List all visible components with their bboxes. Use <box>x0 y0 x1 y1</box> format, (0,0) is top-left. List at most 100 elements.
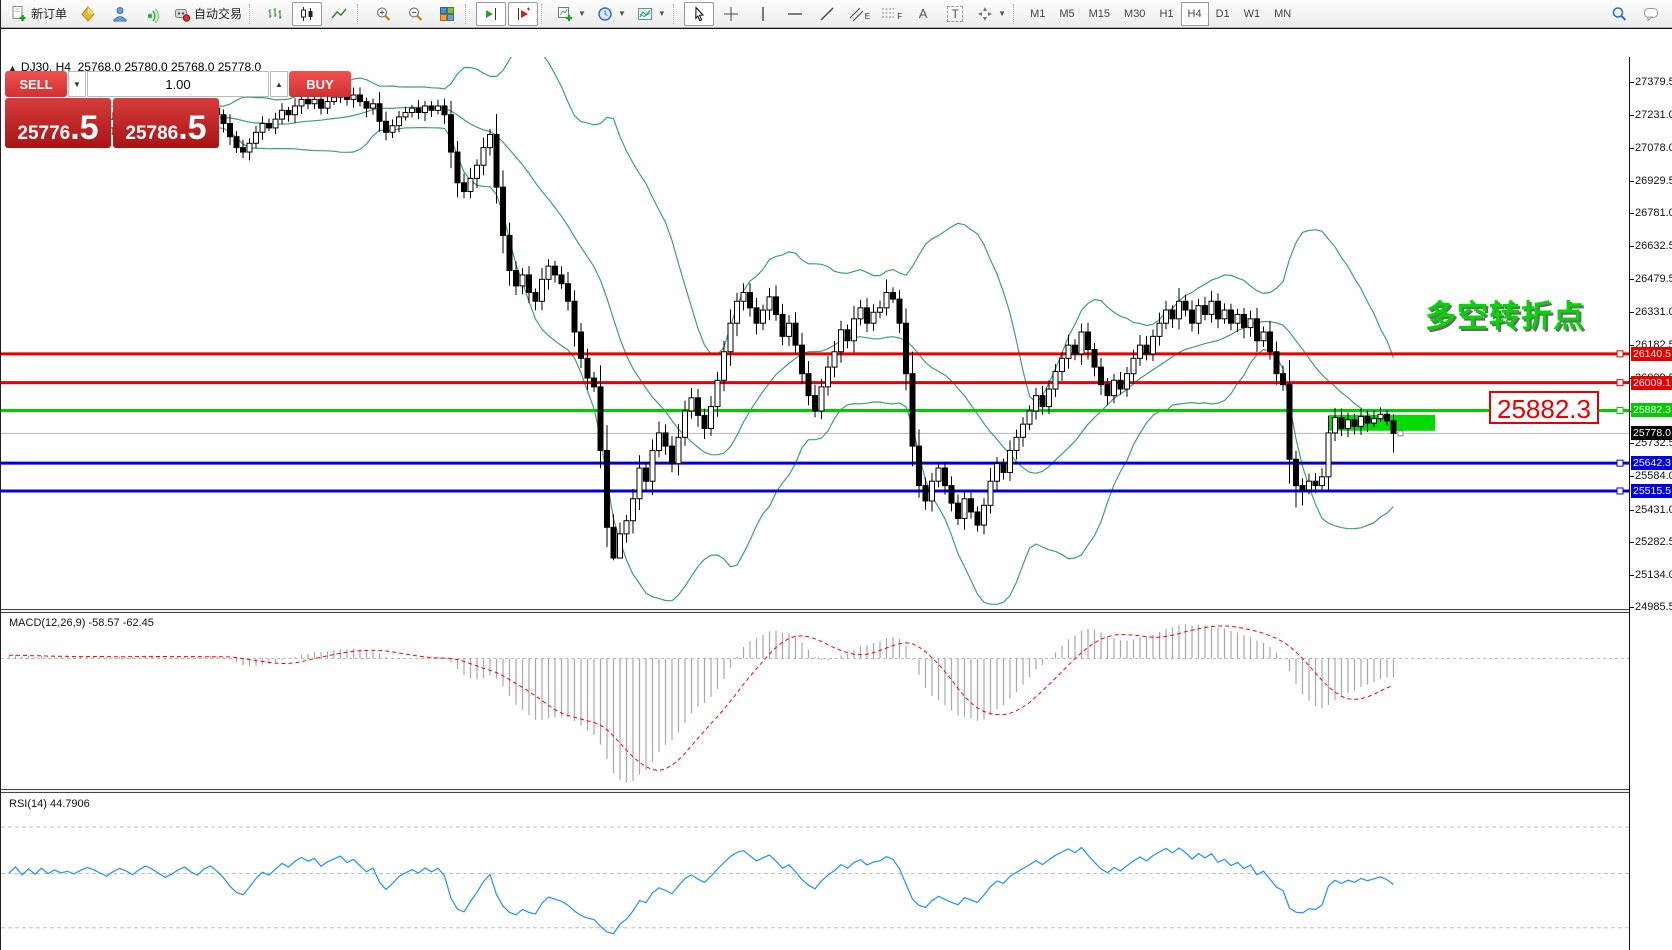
line-handle[interactable] <box>1616 406 1624 414</box>
chart-title: ▲ DJ30, H4 25768.0 25780.0 25768.0 25778.… <box>8 60 261 74</box>
fibonacci-tool-button[interactable]: F <box>876 2 906 26</box>
timeframe-M5[interactable]: M5 <box>1059 7 1075 20</box>
rsi-indicator-label: RSI(14) 44.7906 <box>9 798 90 810</box>
new-chart-icon <box>558 6 573 21</box>
price-badge-25882.3: 25882.3 <box>1631 403 1672 417</box>
cursor-icon <box>695 5 704 21</box>
buy-price-display[interactable]: 25786.5 <box>113 98 219 148</box>
profiles-button[interactable]: ▼ <box>592 2 630 26</box>
fibonacci-icon <box>882 8 895 17</box>
auto-scroll-button[interactable] <box>476 1 507 26</box>
price-tick-mark <box>1630 148 1634 149</box>
volume-input[interactable] <box>87 71 269 97</box>
search-icon <box>1612 6 1627 21</box>
timeframe-D1[interactable]: D1 <box>1215 7 1230 20</box>
channel-tool-button[interactable]: E <box>844 2 874 26</box>
bar-chart-button[interactable] <box>260 2 290 26</box>
turning-point-annotation[interactable]: 多空转折点 <box>1425 299 1585 334</box>
price-callout-box[interactable]: 25882.3 <box>1489 391 1599 424</box>
horizontal-line-tool-button[interactable] <box>780 2 810 26</box>
toolbar-separator <box>1013 3 1021 24</box>
new-chart-button[interactable]: ▼ <box>552 2 590 26</box>
timeframe-W1[interactable]: W1 <box>1243 7 1261 20</box>
volume-increase-button[interactable]: ▲ <box>270 71 288 97</box>
timeframe-H4[interactable]: H4 <box>1180 1 1209 26</box>
timeframe-H1[interactable]: H1 <box>1159 7 1174 20</box>
price-tick-mark <box>1630 575 1634 576</box>
chart-shift-button[interactable] <box>508 1 539 26</box>
channel-icon <box>849 7 864 21</box>
search-button[interactable] <box>1604 2 1634 26</box>
dropdown-caret: ▼ <box>657 9 666 18</box>
line-handle[interactable] <box>1616 459 1624 467</box>
sell-button[interactable]: SELL <box>5 71 67 97</box>
indicators-button[interactable]: ▼ <box>632 2 670 26</box>
line-handle[interactable] <box>1616 379 1624 387</box>
chart-shift-icon <box>518 7 531 20</box>
crosshair-tool-button[interactable] <box>716 2 746 26</box>
text-tool-button[interactable]: A <box>908 2 938 26</box>
price-chart-pane[interactable] <box>1 57 1629 609</box>
metaeditor-button[interactable] <box>73 2 103 26</box>
text-tool-label: A <box>918 6 928 21</box>
vertical-line-tool-button[interactable] <box>748 2 778 26</box>
collapse-panel-arrow[interactable]: ▲ <box>8 63 17 73</box>
timeframe-M15[interactable]: M15 <box>1088 7 1111 20</box>
toolbar: 新订单 自动交易 <box>1 0 1672 28</box>
buy-price-main: 25786 <box>125 123 179 144</box>
buy-price-frac: .5 <box>178 109 207 148</box>
rsi-pane[interactable] <box>1 793 1629 950</box>
clock-icon <box>598 6 612 21</box>
autotrading-icon <box>175 8 191 22</box>
market-button[interactable] <box>105 2 135 26</box>
price-tick-mark <box>1630 542 1634 543</box>
vertical-line-icon <box>762 6 764 21</box>
candlestick-series <box>58 86 1397 561</box>
bollinger-bands[interactable] <box>15 57 1395 605</box>
chat-button[interactable] <box>1636 2 1666 26</box>
line-handle[interactable] <box>1616 350 1624 358</box>
chart-window: 27379.5 27231.0 27078.0 26929.5 26781.0 26632… <box>1 28 1672 950</box>
price-tick-mark <box>1630 181 1634 182</box>
signals-button[interactable] <box>137 2 167 26</box>
price-tick-label: 26632.5 <box>1635 240 1672 252</box>
pane-splitter[interactable] <box>1 609 1672 613</box>
zoom-in-icon <box>377 7 391 21</box>
price-badge-26009.1: 26009.1 <box>1631 376 1672 390</box>
price-axis[interactable]: 27379.5 27231.0 27078.0 26929.5 26781.0 26632… <box>1629 57 1672 950</box>
price-badge-25642.3: 25642.3 <box>1631 456 1672 470</box>
bar-chart-icon <box>268 7 282 19</box>
zoom-in-button[interactable] <box>368 2 398 26</box>
sell-price-display[interactable]: 25776.5 <box>5 98 111 148</box>
timeframe-M30[interactable]: M30 <box>1124 7 1146 20</box>
line-handle[interactable] <box>1616 487 1624 495</box>
zoom-out-button[interactable] <box>400 2 430 26</box>
pane-splitter[interactable] <box>1 789 1672 793</box>
signal-icon <box>147 8 160 23</box>
indicators-icon <box>637 7 652 20</box>
price-tick-mark <box>1630 213 1634 214</box>
arrows-tool-button[interactable]: ▼ <box>972 2 1010 26</box>
new-order-button[interactable]: 新订单 <box>6 2 71 26</box>
text-label-tool-button[interactable]: T <box>940 2 970 26</box>
price-tick-mark <box>1630 246 1634 247</box>
dropdown-caret: ▼ <box>617 9 626 18</box>
price-tick-mark <box>1630 312 1634 313</box>
price-tick-label: 27231.0 <box>1635 109 1672 121</box>
price-tick-label: 27078.0 <box>1635 142 1672 154</box>
macd-pane[interactable] <box>1 613 1629 789</box>
dropdown-caret: ▼ <box>578 9 586 18</box>
timeframe-MN[interactable]: MN <box>1274 7 1292 20</box>
toolbar-separator <box>541 3 549 24</box>
trendline-icon <box>820 7 834 20</box>
trendline-tool-button[interactable] <box>812 2 842 26</box>
autotrading-button[interactable]: 自动交易 <box>169 2 246 26</box>
candlestick-chart-button[interactable] <box>292 1 323 26</box>
cursor-tool-button[interactable] <box>683 1 714 26</box>
tile-windows-button[interactable] <box>432 2 462 26</box>
volume-decrease-button[interactable]: ▼ <box>68 71 86 97</box>
timeframe-M1[interactable]: M1 <box>1030 7 1046 20</box>
line-chart-button[interactable] <box>324 2 354 26</box>
ohlc-values: 25768.0 25780.0 25768.0 25778.0 <box>77 60 262 74</box>
buy-button[interactable]: BUY <box>289 71 351 97</box>
